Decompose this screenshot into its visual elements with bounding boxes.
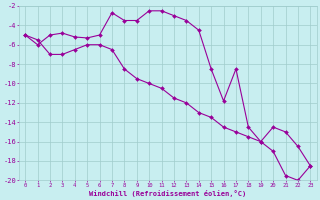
X-axis label: Windchill (Refroidissement éolien,°C): Windchill (Refroidissement éolien,°C): [89, 190, 246, 197]
